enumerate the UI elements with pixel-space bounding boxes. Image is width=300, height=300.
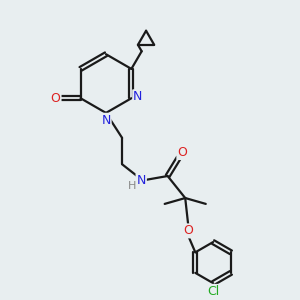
Text: O: O (51, 92, 61, 105)
Text: H: H (128, 181, 136, 191)
Text: N: N (136, 174, 146, 187)
Text: O: O (177, 146, 187, 159)
Text: O: O (183, 224, 193, 237)
Text: N: N (101, 114, 111, 127)
Text: Cl: Cl (207, 285, 219, 298)
Text: N: N (133, 90, 142, 103)
